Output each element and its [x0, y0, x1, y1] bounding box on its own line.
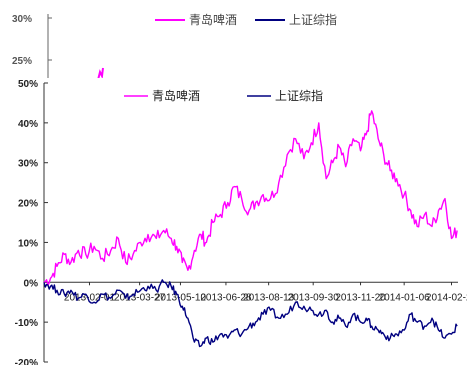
y-tick-label: 30% — [18, 159, 38, 170]
y-tick-label: 20% — [18, 199, 38, 210]
x-tick-label: 2013-11-20 — [335, 292, 386, 303]
legend-label-1: 青岛啤酒 — [152, 88, 200, 103]
y-tick-label: -10% — [15, 318, 38, 329]
y-tick-label: 40% — [18, 119, 38, 130]
x-tick-label: 2013-09-30 — [288, 292, 340, 303]
x-tick-label: 2014-02-26 — [426, 292, 467, 303]
series-line-1 — [43, 110, 458, 286]
legend-label-2: 上证综指 — [275, 88, 323, 103]
bg-series-fragment — [97, 67, 104, 81]
x-tick-label: 2014-01-06 — [379, 292, 431, 303]
x-tick-label: 2013-02-01 — [64, 292, 116, 303]
y-tick-label: 0% — [24, 278, 39, 289]
bg-ytick-25: 25% — [12, 56, 32, 67]
y-tick-label: -20% — [15, 358, 38, 365]
series-lines — [43, 110, 458, 348]
bg-legend-label-1: 青岛啤酒 — [189, 12, 237, 27]
x-tick-label: 2013-03-27 — [114, 292, 166, 303]
main-chart-panel — [40, 78, 467, 365]
x-tick-label: 2013-08-13 — [243, 292, 295, 303]
x-tick-label: 2013-06-28 — [200, 292, 252, 303]
x-tick-label: 2013-05-10 — [155, 292, 207, 303]
legend: 青岛啤酒 上证综指 — [124, 88, 323, 103]
series-line-2 — [43, 279, 458, 348]
y-axis: 50% 40% 30% 20% 10% 0% -10% -20% — [15, 79, 48, 365]
bg-legend-label-2: 上证综指 — [289, 12, 337, 27]
y-tick-label: 50% — [18, 79, 38, 90]
y-tick-label: 10% — [18, 238, 38, 249]
x-axis: 2013-02-012013-03-272013-05-102013-06-28… — [44, 281, 467, 303]
bg-ytick-30: 30% — [12, 14, 32, 25]
